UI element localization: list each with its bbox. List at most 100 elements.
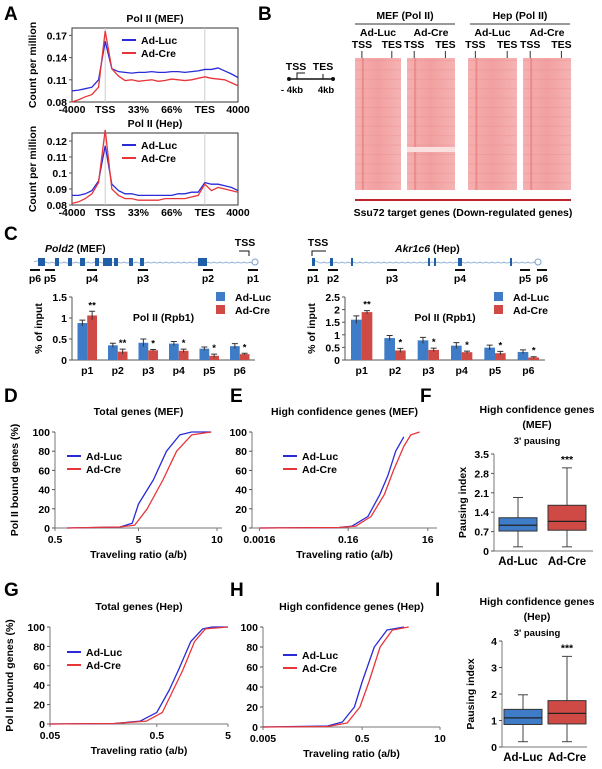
exon bbox=[114, 258, 118, 266]
legend-label: Ad-Luc bbox=[86, 647, 122, 659]
x-tick-label: 66% bbox=[161, 104, 183, 116]
legend-swatch bbox=[216, 292, 225, 301]
probe-label: p4 bbox=[454, 273, 466, 285]
x-tick-label: p6 bbox=[522, 365, 534, 377]
exon bbox=[351, 258, 353, 266]
panel-label: G bbox=[4, 580, 19, 601]
heatmap-caption: Ssu72 target genes (Down-regulated genes… bbox=[354, 207, 573, 219]
heatmap-row-texture bbox=[355, 125, 401, 127]
heatmap-row-texture bbox=[355, 163, 401, 165]
x-tick-label: 4000 bbox=[226, 207, 250, 219]
heatmap-row-texture bbox=[407, 107, 455, 108]
heatmap-group-label: Hep (Pol II) bbox=[493, 10, 548, 22]
probe-label: p2 bbox=[202, 273, 214, 285]
heatmap-tss-band bbox=[475, 58, 478, 190]
chart-subtitle: 3' pausing bbox=[514, 436, 561, 447]
y-tick-label: 0 bbox=[241, 523, 247, 535]
panel-label: H bbox=[230, 580, 244, 601]
heatmap-row-texture bbox=[407, 135, 455, 137]
significance-mark: ** bbox=[119, 338, 127, 349]
y-tick-label: 0.09 bbox=[47, 184, 68, 196]
error-bar bbox=[530, 356, 537, 359]
probe-label: p5 bbox=[44, 273, 56, 285]
error-bar bbox=[353, 315, 360, 324]
bar-ad-luc-p3 bbox=[138, 342, 149, 360]
x-tick-label: 0.05 bbox=[40, 730, 61, 742]
probe-label: p3 bbox=[137, 273, 149, 285]
x-tick-label: 10 bbox=[211, 534, 223, 546]
heatmap-row-texture bbox=[355, 182, 401, 184]
bar-ad-cre-p4 bbox=[461, 352, 473, 360]
error-bar bbox=[79, 319, 86, 326]
y-tick-label: 20 bbox=[33, 700, 45, 712]
exon bbox=[129, 258, 133, 266]
tss-label: TSS bbox=[520, 39, 540, 51]
error-bar bbox=[486, 344, 493, 351]
error-bar bbox=[231, 343, 238, 349]
heatmap-row-texture bbox=[523, 60, 571, 61]
significance-mark: *** bbox=[561, 642, 574, 654]
error-bar bbox=[150, 349, 157, 352]
x-tick-label: 5 bbox=[136, 534, 142, 546]
exon bbox=[55, 258, 59, 266]
heatmap-row-texture bbox=[407, 182, 455, 184]
legend-label: Ad-Cre bbox=[235, 305, 270, 317]
bar-ad-cre-p2 bbox=[117, 351, 128, 360]
heatmap-row-texture bbox=[407, 125, 455, 127]
error-bar bbox=[464, 350, 470, 354]
heatmap-tss-band bbox=[361, 58, 364, 190]
y-tick-label: 40 bbox=[246, 682, 258, 694]
heatmap-row-texture bbox=[523, 78, 571, 80]
chart-title: Pol II (Rpb1) bbox=[133, 312, 194, 324]
y-tick-label: 80 bbox=[246, 642, 258, 654]
x-tick-label: -4000 bbox=[59, 207, 86, 219]
series-line-ad-cre bbox=[67, 431, 212, 529]
x-tick-label: 0.5 bbox=[355, 733, 370, 745]
x-tick-label: 5 bbox=[225, 730, 231, 742]
heatmap-row-texture bbox=[407, 154, 455, 155]
error-bar bbox=[170, 341, 177, 346]
x-tick-label: 10 bbox=[434, 733, 446, 745]
heatmap-row-texture bbox=[355, 172, 401, 174]
y-tick-label: 1 bbox=[334, 330, 340, 342]
y-tick-label: 100 bbox=[27, 622, 45, 634]
x-tick-label: p1 bbox=[356, 365, 368, 377]
error-bar bbox=[453, 342, 460, 349]
series-line-ad-cre bbox=[71, 129, 239, 205]
x-tick-label: p2 bbox=[112, 365, 124, 377]
tss-label: TSS bbox=[235, 237, 255, 249]
heatmap-row-texture bbox=[523, 69, 571, 71]
series-line-ad-cre bbox=[49, 626, 229, 725]
bar-ad-cre-p1 bbox=[87, 315, 98, 360]
legend-label: Ad-Cre bbox=[141, 153, 176, 165]
panel-label: F bbox=[420, 386, 432, 407]
legend-label: Ad-Cre bbox=[86, 660, 121, 672]
schematic-tes: TES bbox=[313, 61, 333, 73]
error-bar bbox=[211, 353, 218, 358]
y-tick-label: 1.5 bbox=[325, 317, 340, 329]
heatmap-row-texture bbox=[523, 116, 571, 118]
heatmap-row-texture bbox=[523, 135, 571, 137]
series-line-ad-luc bbox=[49, 626, 228, 725]
x-tick-label: Ad-Luc bbox=[503, 752, 543, 764]
heatmap-row-texture bbox=[468, 182, 517, 184]
bar-ad-cre-p6 bbox=[528, 357, 539, 360]
heatmap-row-texture bbox=[407, 116, 455, 118]
series-line-ad-cre bbox=[259, 431, 420, 529]
gene-end bbox=[534, 258, 542, 266]
y-tick-label: 0 bbox=[491, 742, 497, 754]
chart-title: Total genes (MEF) bbox=[94, 406, 184, 418]
y-axis-label: % of input bbox=[33, 303, 45, 354]
error-bar bbox=[109, 342, 116, 348]
y-tick-label: 60 bbox=[38, 465, 50, 477]
significance-mark: ** bbox=[88, 300, 96, 311]
y-axis-label: Count per million bbox=[27, 126, 39, 212]
significance-mark: * bbox=[243, 342, 247, 353]
heatmap-row-texture bbox=[468, 97, 517, 99]
x-tick-label: p5 bbox=[489, 365, 501, 377]
bar-ad-luc-p2 bbox=[384, 338, 395, 360]
heatmap-tss-band bbox=[530, 58, 533, 190]
error-bar bbox=[180, 348, 187, 353]
legend-label: Ad-Cre bbox=[302, 464, 337, 476]
